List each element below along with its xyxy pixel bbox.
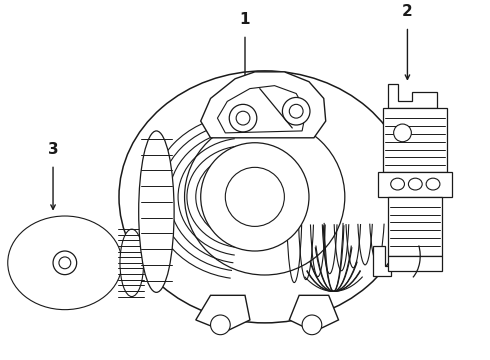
Polygon shape [388,84,437,108]
Circle shape [211,315,230,335]
Circle shape [225,167,284,226]
Ellipse shape [408,178,422,190]
Ellipse shape [139,131,174,292]
Polygon shape [388,256,442,271]
Circle shape [289,104,303,118]
Ellipse shape [391,178,404,190]
Ellipse shape [426,178,440,190]
Circle shape [53,251,76,275]
Text: 3: 3 [48,141,58,157]
Circle shape [59,257,71,269]
Polygon shape [196,295,250,332]
Polygon shape [201,72,326,138]
Polygon shape [388,197,442,256]
Ellipse shape [120,229,144,297]
Circle shape [201,143,309,251]
Polygon shape [373,246,391,276]
Circle shape [236,111,250,125]
Ellipse shape [185,119,345,275]
Polygon shape [289,295,339,332]
Circle shape [393,124,412,142]
Circle shape [229,104,257,132]
Polygon shape [383,108,447,172]
Ellipse shape [8,216,122,310]
Polygon shape [218,86,306,133]
Text: 2: 2 [402,4,413,19]
Circle shape [302,315,322,335]
Text: 1: 1 [240,12,250,27]
Ellipse shape [119,71,411,323]
Circle shape [282,98,310,125]
Polygon shape [378,172,452,197]
